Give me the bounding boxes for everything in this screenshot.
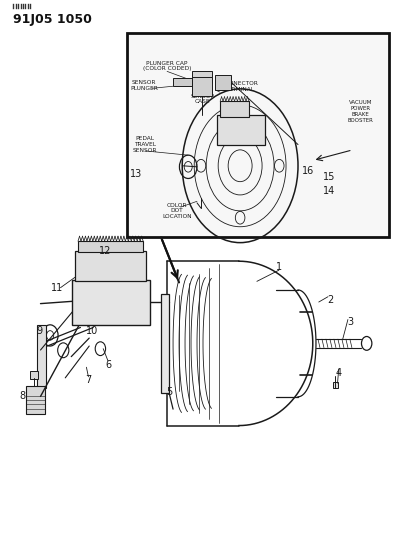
Bar (72, 280, 150, 325)
Bar (161, 294, 169, 393)
Bar (215, 75, 231, 90)
Text: 4: 4 (335, 368, 341, 377)
Text: VACUUM
POWER
BRAKE
BOOSTER: VACUUM POWER BRAKE BOOSTER (347, 101, 373, 123)
Text: 14: 14 (322, 186, 334, 196)
Text: 1: 1 (275, 262, 281, 271)
Text: SENSOR
PLUNGER: SENSOR PLUNGER (130, 80, 158, 91)
Text: 16: 16 (301, 166, 313, 176)
Text: 6: 6 (105, 360, 111, 369)
Text: PEDAL
TRAVEL
SENSOR: PEDAL TRAVEL SENSOR (132, 136, 157, 153)
Bar (192, 71, 212, 83)
Bar (332, 382, 337, 389)
Bar (26, 386, 45, 414)
Bar (217, 115, 264, 144)
Text: 5: 5 (166, 387, 172, 397)
Text: PLUNGER CAP
(COLOR CODED): PLUNGER CAP (COLOR CODED) (142, 61, 191, 71)
Bar (220, 101, 248, 117)
Text: 12: 12 (99, 246, 111, 256)
Text: 13: 13 (130, 169, 142, 179)
Bar (75, 251, 146, 281)
Text: 3: 3 (347, 317, 353, 327)
Text: 11: 11 (51, 282, 63, 293)
Text: 8: 8 (19, 391, 25, 401)
Text: CONNECTOR
TERMINAL: CONNECTOR TERMINAL (220, 81, 257, 92)
Text: 2: 2 (327, 295, 333, 305)
Text: COLOR
DOT
LOCATION: COLOR DOT LOCATION (162, 203, 191, 219)
Text: 10: 10 (86, 326, 98, 336)
Text: 7: 7 (85, 375, 91, 385)
Bar (37, 325, 46, 389)
Text: 91J05 1050: 91J05 1050 (13, 13, 92, 27)
Bar (172, 78, 192, 86)
Bar (192, 77, 212, 96)
Text: SENSOR
CASE: SENSOR CASE (190, 94, 214, 104)
Text: 15: 15 (322, 172, 334, 182)
Text: 9: 9 (36, 326, 43, 336)
Bar (78, 241, 143, 252)
Bar (127, 33, 388, 237)
Bar (30, 372, 38, 379)
